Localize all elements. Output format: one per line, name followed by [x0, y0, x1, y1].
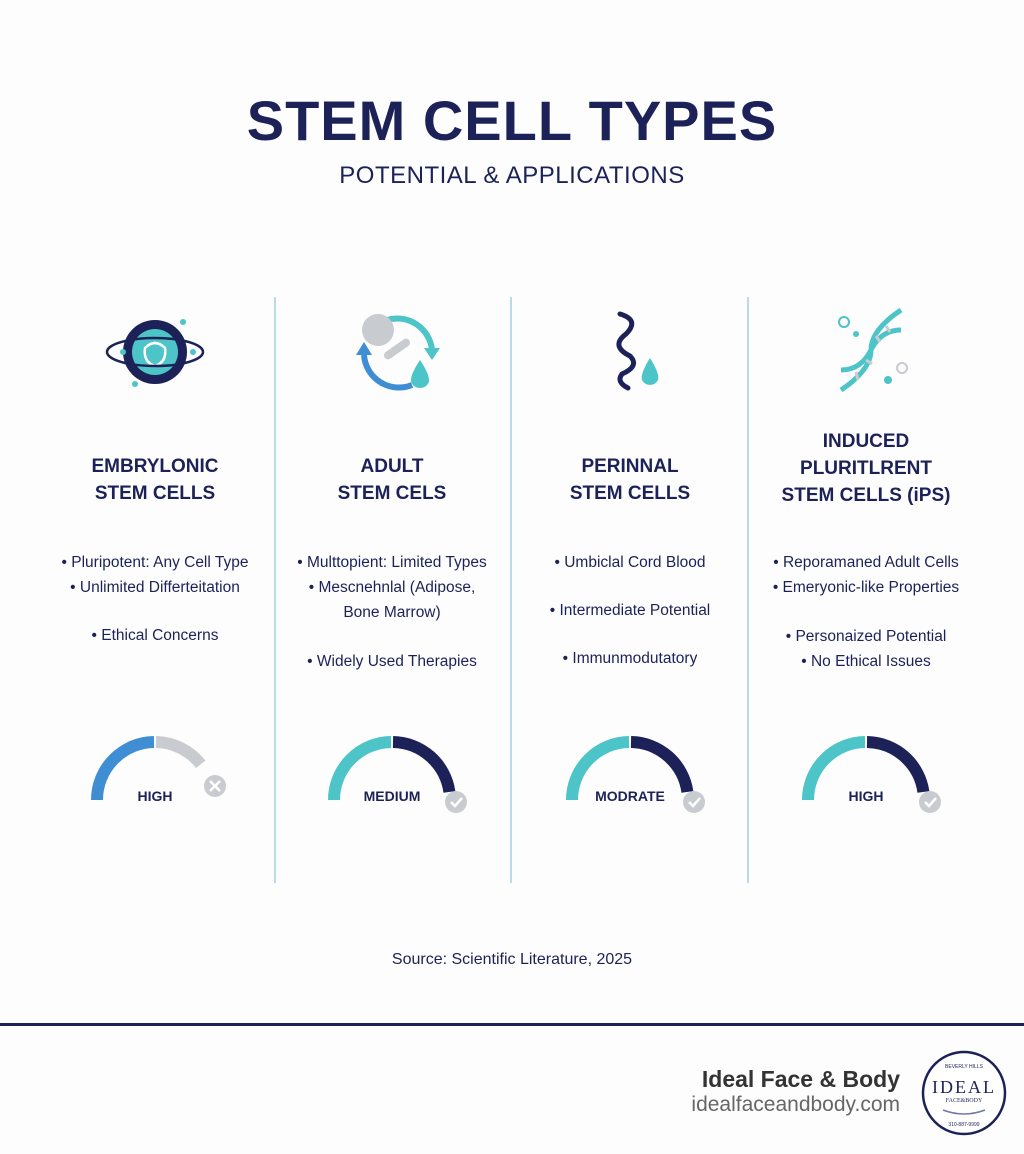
gauge-arc-left — [802, 736, 866, 801]
column-divider — [274, 297, 276, 883]
source-note: Source: Scientific Literature, 2025 — [391, 951, 633, 968]
potential-gauge — [328, 736, 467, 813]
bullet-item: • Widely Used Therapies — [307, 653, 477, 670]
bullet-item: • Emeryonic-like Properties — [772, 579, 960, 596]
column-title: PLURITLRENT — [800, 458, 932, 479]
bullet-item: • Immunmodutatory — [562, 650, 698, 667]
bullet-item: • Umbiclal Cord Blood — [554, 554, 706, 571]
gauge-arc-right — [630, 736, 694, 793]
svg-text:BEVERLY HILLS: BEVERLY HILLS — [945, 1064, 984, 1070]
check-circle-icon — [919, 791, 941, 813]
gauge-arc-right — [392, 736, 456, 793]
check-circle-icon — [445, 791, 467, 813]
bullet-item: • Pluripotent: Any Cell Type — [61, 554, 249, 571]
potential-gauge — [566, 736, 705, 813]
x-circle-icon — [204, 775, 226, 797]
brand-url[interactable]: idealfaceandbody.com — [691, 1093, 900, 1116]
bullet-item: • Ethical Concerns — [91, 627, 219, 644]
potential-gauge — [91, 736, 226, 801]
gauge-arc-right — [155, 736, 206, 769]
bullet-item: • Multtopient: Limited Types — [297, 554, 487, 571]
bullet-item: • Personaized Potential — [785, 628, 947, 645]
column-title: STEM CELS — [337, 483, 447, 504]
gauge-arc-left — [328, 736, 392, 801]
bullet-list: • Reporamaned Adult Cells • Emeryonic-lik… — [748, 550, 984, 674]
bullet-item: • Unlimited Differteitation — [70, 579, 240, 596]
column-title: INDUCED — [822, 431, 910, 452]
check-circle-icon — [683, 791, 705, 813]
bullet-list: • Pluripotent: Any Cell Type • Unlimited … — [37, 550, 273, 648]
gauge-label: MODRATE — [595, 788, 665, 804]
column-title: STEM CELLS (iPS) — [781, 485, 951, 506]
column-title: ADULT — [360, 456, 424, 477]
gauge-label: HIGH — [848, 788, 884, 804]
column-divider — [510, 297, 512, 883]
gauge-arc-left — [566, 736, 630, 801]
brand-name: Ideal Face & Body — [701, 1066, 900, 1092]
bullet-item: • Mescnehnlal (Adipose, — [308, 579, 476, 596]
column-title: EMBRYLONIC — [91, 456, 219, 477]
column-divider — [747, 297, 749, 883]
page-title: STEM CELL TYPES — [246, 89, 778, 152]
bullet-item: • No Ethical Issues — [801, 653, 931, 670]
gauge-arc-left — [91, 736, 155, 801]
umbilical-cord-icon — [616, 311, 659, 391]
svg-text:FACE&BODY: FACE&BODY — [946, 1098, 983, 1104]
bullet-item: • Reporamaned Adult Cells — [773, 554, 959, 571]
page-subtitle: POTENTIAL & APPLICATIONS — [339, 162, 685, 189]
bullet-list: • Multtopient: Limited Types • Mescnehnla… — [274, 550, 510, 674]
column-title: PERINNAL — [581, 456, 679, 477]
gauge-label: HIGH — [137, 788, 173, 804]
brand-seal-logo: BEVERLY HILLS IDEAL FACE&BODY 310-887-99… — [921, 1050, 1007, 1136]
embryo-icon — [105, 319, 205, 387]
bullet-list: • Umbiclal Cord Blood • Intermediate Pote… — [512, 550, 748, 671]
column-title: STEM CELLS — [94, 483, 216, 504]
bone-cycle-icon — [356, 314, 440, 391]
bullet-item: Bone Marrow) — [343, 604, 441, 621]
footer-divider — [0, 1023, 1024, 1026]
svg-text:IDEAL: IDEAL — [932, 1077, 996, 1097]
brand-block: Ideal Face & Body idealfaceandbody.com — [691, 1066, 900, 1117]
dna-icon — [838, 307, 908, 393]
column-title: STEM CELLS — [569, 483, 691, 504]
bullet-item: • Intermediate Potential — [549, 602, 711, 619]
gauge-arc-right — [866, 736, 930, 793]
gauge-label: MEDIUM — [363, 788, 421, 804]
potential-gauge — [802, 736, 941, 813]
svg-text:310-887-9999: 310-887-9999 — [948, 1122, 979, 1128]
